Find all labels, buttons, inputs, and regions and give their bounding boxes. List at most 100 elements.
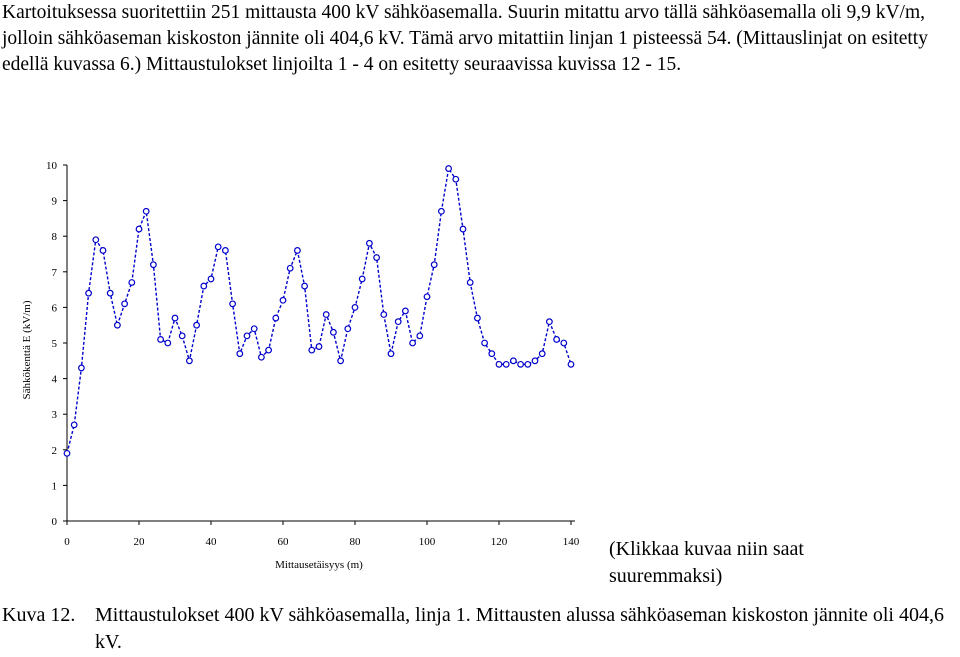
data-point[interactable] bbox=[178, 332, 186, 340]
data-point[interactable] bbox=[236, 350, 244, 358]
data-point[interactable] bbox=[265, 346, 273, 354]
x-tick-label: 100 bbox=[419, 536, 436, 548]
data-point[interactable] bbox=[171, 314, 179, 322]
data-point[interactable] bbox=[423, 293, 431, 301]
data-point[interactable] bbox=[92, 236, 100, 244]
data-point[interactable] bbox=[193, 321, 201, 329]
data-point[interactable] bbox=[250, 325, 258, 333]
data-point[interactable] bbox=[121, 300, 128, 308]
data-point[interactable] bbox=[538, 350, 546, 358]
data-point[interactable] bbox=[308, 346, 316, 354]
data-point[interactable] bbox=[481, 339, 489, 347]
data-point[interactable] bbox=[495, 360, 503, 368]
data-point[interactable] bbox=[70, 421, 78, 429]
y-tick-label: 2 bbox=[52, 445, 58, 457]
data-point[interactable] bbox=[387, 350, 395, 358]
data-point[interactable] bbox=[438, 207, 445, 215]
data-point[interactable] bbox=[272, 314, 280, 322]
x-tick-label: 140 bbox=[563, 536, 580, 548]
x-tick-label: 80 bbox=[350, 536, 362, 548]
y-tick-label: 5 bbox=[52, 338, 58, 350]
data-point[interactable] bbox=[567, 360, 575, 368]
data-point[interactable] bbox=[337, 357, 345, 365]
data-point[interactable] bbox=[409, 339, 417, 347]
y-tick-label: 4 bbox=[52, 374, 58, 386]
data-point[interactable] bbox=[135, 225, 143, 233]
data-point[interactable] bbox=[416, 332, 424, 340]
data-point[interactable] bbox=[106, 289, 114, 297]
data-point[interactable] bbox=[459, 225, 467, 233]
data-point[interactable] bbox=[63, 449, 71, 457]
data-point[interactable] bbox=[157, 336, 165, 343]
data-point[interactable] bbox=[149, 261, 157, 269]
data-point[interactable] bbox=[200, 282, 208, 290]
chart-axes bbox=[63, 164, 575, 525]
data-point[interactable] bbox=[474, 314, 481, 322]
data-point[interactable] bbox=[466, 279, 474, 286]
data-point[interactable] bbox=[207, 275, 215, 283]
x-tick-label: 0 bbox=[64, 536, 70, 548]
data-point[interactable] bbox=[452, 175, 460, 183]
x-tick-labels: 0 20 40 60 80 100 120 140 bbox=[64, 536, 580, 548]
y-tick-label: 3 bbox=[52, 409, 58, 421]
data-point[interactable] bbox=[430, 261, 438, 269]
y-tick-label: 0 bbox=[52, 516, 58, 528]
data-point[interactable] bbox=[517, 360, 524, 368]
data-point[interactable] bbox=[553, 336, 560, 343]
data-point[interactable] bbox=[330, 328, 337, 336]
data-point[interactable] bbox=[445, 165, 453, 172]
data-point[interactable] bbox=[128, 279, 136, 286]
data-point[interactable] bbox=[380, 311, 388, 318]
y-tick-label: 1 bbox=[52, 480, 58, 492]
data-point[interactable] bbox=[221, 247, 229, 254]
y-tick-label: 8 bbox=[52, 231, 58, 243]
data-point[interactable] bbox=[510, 357, 517, 365]
x-tick-label: 60 bbox=[278, 536, 290, 548]
data-point[interactable] bbox=[214, 243, 222, 251]
data-point[interactable] bbox=[366, 239, 373, 247]
data-point[interactable] bbox=[99, 247, 107, 254]
data-point[interactable] bbox=[243, 332, 251, 340]
data-point[interactable] bbox=[185, 357, 193, 365]
figure-label: Kuva 12. bbox=[2, 604, 76, 626]
data-point[interactable] bbox=[229, 300, 237, 308]
y-tick-label: 7 bbox=[52, 267, 58, 279]
y-tick-label: 6 bbox=[52, 302, 58, 314]
data-point[interactable] bbox=[322, 311, 330, 318]
data-point[interactable] bbox=[301, 282, 309, 290]
data-point[interactable] bbox=[77, 364, 85, 372]
figure-caption: Mittaustulokset 400 kV sähköasemalla, li… bbox=[95, 604, 944, 653]
data-point[interactable] bbox=[315, 343, 323, 350]
data-point[interactable] bbox=[113, 321, 121, 329]
x-tick-label: 120 bbox=[491, 536, 508, 548]
data-point[interactable] bbox=[258, 353, 265, 361]
data-point[interactable] bbox=[524, 360, 532, 368]
y-tick-labels: 0 1 2 3 4 5 6 7 8 9 10 bbox=[46, 160, 58, 528]
line-chart[interactable]: 0 1 2 3 4 5 6 7 8 9 10 0 20 40 60 80 100 120 140 Sähköken… bbox=[0, 150, 600, 580]
data-point[interactable] bbox=[502, 360, 510, 368]
data-point[interactable] bbox=[394, 318, 402, 326]
y-tick-label: 10 bbox=[46, 160, 58, 172]
series-line-1 bbox=[63, 165, 575, 457]
data-point[interactable] bbox=[164, 339, 172, 347]
series-line bbox=[66, 166, 572, 454]
data-point[interactable] bbox=[294, 247, 301, 254]
data-point[interactable] bbox=[344, 325, 352, 333]
data-point[interactable] bbox=[85, 289, 92, 297]
data-point[interactable] bbox=[142, 207, 150, 215]
x-tick-label: 20 bbox=[134, 536, 146, 548]
data-point[interactable] bbox=[560, 339, 568, 347]
data-point[interactable] bbox=[373, 254, 381, 261]
data-point[interactable] bbox=[488, 350, 496, 358]
click-to-enlarge-note: (Klikkaa kuvaa niin saat suuremmaksi) bbox=[609, 538, 804, 587]
data-point[interactable] bbox=[286, 264, 294, 272]
y-tick-label: 9 bbox=[52, 196, 58, 208]
data-point[interactable] bbox=[351, 303, 359, 311]
data-point[interactable] bbox=[546, 318, 553, 326]
data-point[interactable] bbox=[531, 357, 539, 365]
data-point[interactable] bbox=[358, 275, 366, 283]
data-point[interactable] bbox=[279, 296, 287, 304]
x-tick-label: 40 bbox=[206, 536, 218, 548]
data-point[interactable] bbox=[402, 307, 409, 315]
y-axis-label: Sähkökenttä E (kV/m) bbox=[21, 300, 33, 399]
